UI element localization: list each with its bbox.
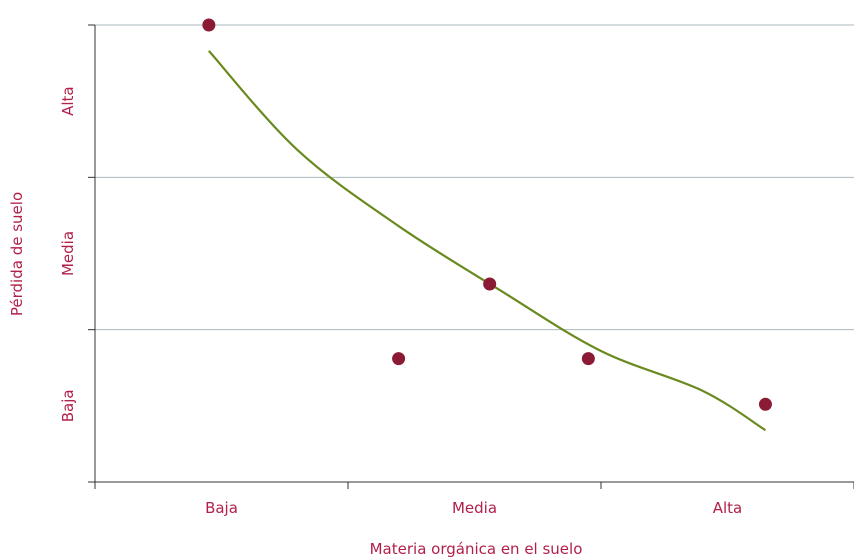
data-point-1: [202, 18, 216, 32]
x-tick-label-media: Media: [452, 499, 497, 517]
y-tick-label-baja: Baja: [59, 389, 77, 422]
grid-lines: [95, 24, 854, 331]
axes: [88, 24, 854, 489]
y-tick-label-alta: Alta: [59, 86, 77, 116]
x-axis-title: Materia orgánica en el suelo: [370, 540, 583, 558]
y-tick-label-media: Media: [59, 231, 77, 276]
y-axis-title: Pérdida de suelo: [8, 192, 26, 316]
x-tick-label-alta: Alta: [713, 499, 743, 517]
data-point-5: [758, 397, 772, 411]
data-point-4: [581, 352, 595, 366]
trend-line: [208, 50, 767, 432]
tick-labels: Baja Media Alta Baja Media Alta: [59, 86, 742, 517]
data-point-3: [483, 277, 497, 291]
data-point-2: [392, 352, 406, 366]
x-tick-label-baja: Baja: [205, 499, 238, 517]
data-points: [202, 18, 772, 411]
trend-line-group: [208, 50, 767, 432]
